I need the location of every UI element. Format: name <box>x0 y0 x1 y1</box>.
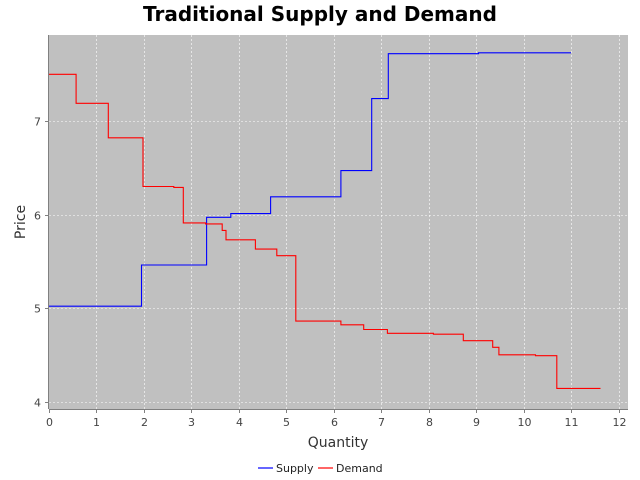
y-axis-label: Price <box>13 205 29 239</box>
x-tick-label: 11 <box>565 416 579 429</box>
y-tick-label: 5 <box>34 303 41 316</box>
legend-label-supply: Supply <box>276 462 314 475</box>
x-tick-label: 4 <box>236 416 243 429</box>
x-tick-label: 6 <box>331 416 338 429</box>
x-axis-label: Quantity <box>308 435 369 451</box>
legend: Supply Demand <box>258 462 383 475</box>
x-tick-label: 2 <box>141 416 148 429</box>
x-tick-label: 5 <box>283 416 290 429</box>
x-tick-group: 0 1 2 3 4 5 6 7 8 9 10 11 12 <box>46 409 627 429</box>
x-tick-label: 8 <box>426 416 433 429</box>
x-tick-label: 0 <box>46 416 53 429</box>
series-layer <box>49 52 601 389</box>
chart-title: Traditional Supply and Demand <box>143 2 497 26</box>
x-tick-label: 7 <box>378 416 385 429</box>
series-line-demand <box>49 73 601 389</box>
x-tick-label: 9 <box>473 416 480 429</box>
legend-label-demand: Demand <box>336 462 383 475</box>
x-tick-label: 3 <box>188 416 195 429</box>
x-tick-label: 1 <box>93 416 100 429</box>
x-tick-label: 12 <box>613 416 627 429</box>
y-tick-label: 6 <box>34 210 41 223</box>
series-line-supply <box>49 52 571 307</box>
plot-area <box>49 35 628 409</box>
x-tick-label: 10 <box>518 416 532 429</box>
grid-lines <box>49 35 628 409</box>
y-tick-label: 7 <box>34 116 41 129</box>
y-tick-group: 4 5 6 7 <box>34 116 49 410</box>
y-tick-label: 4 <box>34 397 41 410</box>
